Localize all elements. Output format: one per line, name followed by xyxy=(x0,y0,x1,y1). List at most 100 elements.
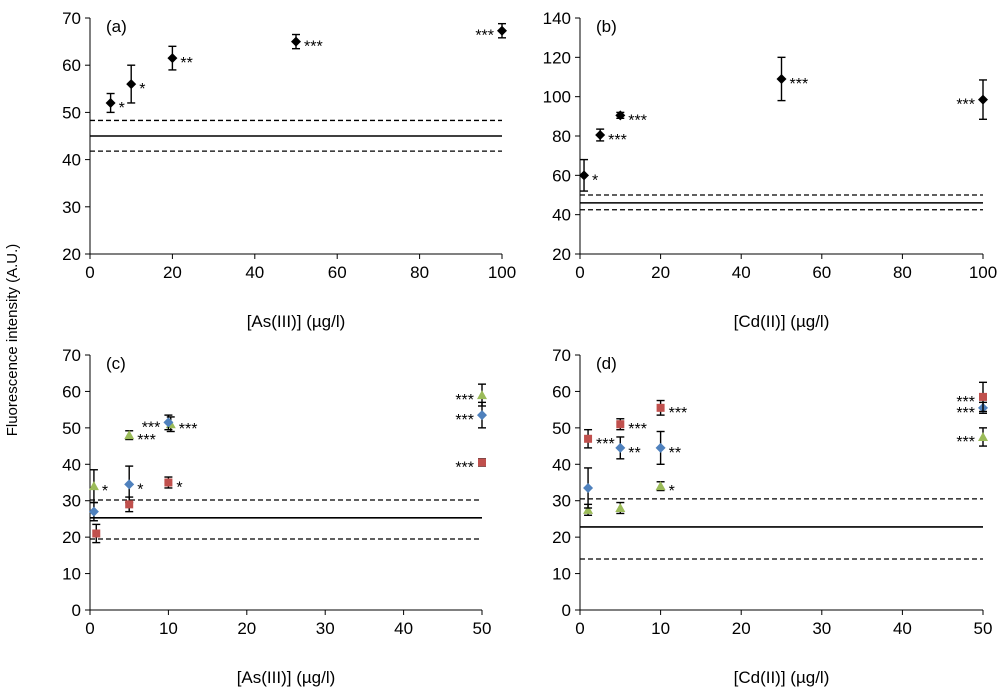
x-tick-label: 0 xyxy=(85,263,94,282)
y-tick-label: 30 xyxy=(552,492,571,511)
y-tick-label: 40 xyxy=(62,151,81,170)
panel-d: 0 10 20 30 40 50 60 70 0 10 20 30 40 50 [Cd(II)] (µg/l… xyxy=(552,346,992,687)
y-tick-label: 70 xyxy=(62,9,81,28)
y-tick-label: 20 xyxy=(552,245,571,264)
x-tick-label: 20 xyxy=(163,263,182,282)
series-blue: ******* xyxy=(88,401,487,522)
significance-label: * xyxy=(102,483,108,500)
x-axis-label: [Cd(II)] (µg/l) xyxy=(734,312,830,331)
y-tick-label: 70 xyxy=(552,346,571,365)
panel-label: (d) xyxy=(596,354,617,373)
series-series-1: ********** xyxy=(105,22,507,117)
y-tick-label: 20 xyxy=(62,245,81,264)
y-tick-label: 40 xyxy=(552,206,571,225)
data-point xyxy=(579,170,590,181)
significance-label: *** xyxy=(455,459,474,476)
significance-label: * xyxy=(592,172,598,189)
x-tick-label: 80 xyxy=(893,263,912,282)
significance-label: *** xyxy=(304,39,323,56)
series-green: ********** xyxy=(88,383,487,504)
data-point xyxy=(92,529,101,538)
significance-label: * xyxy=(137,481,143,498)
y-tick-label: 20 xyxy=(552,528,571,547)
x-tick-label: 40 xyxy=(732,263,751,282)
data-point xyxy=(126,79,137,90)
significance-label: * xyxy=(119,100,125,117)
data-point xyxy=(583,482,594,493)
x-axis-label: [Cd(II)] (µg/l) xyxy=(734,668,830,687)
x-tick-label: 60 xyxy=(328,263,347,282)
y-tick-label: 30 xyxy=(62,198,81,217)
y-tick-label: 60 xyxy=(62,382,81,401)
data-point xyxy=(616,420,625,429)
y-tick-label: 120 xyxy=(543,48,571,67)
data-point xyxy=(478,458,486,467)
data-point xyxy=(88,506,99,517)
x-tick-label: 0 xyxy=(575,619,584,638)
y-tick-label: 10 xyxy=(552,565,571,584)
series-series-1: ************* xyxy=(579,56,988,192)
y-tick-label: 60 xyxy=(552,382,571,401)
panel-label: (a) xyxy=(106,17,127,36)
significance-label: *** xyxy=(142,419,161,436)
data-point xyxy=(655,442,666,453)
significance-label: *** xyxy=(669,405,688,422)
y-tick-label: 0 xyxy=(72,601,81,620)
significance-label: *** xyxy=(628,421,647,438)
data-point xyxy=(615,503,626,512)
data-point xyxy=(88,481,99,491)
y-tick-label: 80 xyxy=(552,127,571,146)
x-tick-label: 50 xyxy=(974,619,993,638)
y-tick-label: 0 xyxy=(562,601,571,620)
series-green: **** xyxy=(583,427,988,516)
data-point xyxy=(167,53,178,64)
series-red: ************ xyxy=(584,381,987,453)
y-tick-label: 50 xyxy=(62,103,81,122)
x-tick-label: 40 xyxy=(893,619,912,638)
significance-label: *** xyxy=(790,76,809,93)
panel-label: (b) xyxy=(596,17,617,36)
data-point xyxy=(595,130,606,141)
significance-label: * xyxy=(176,480,182,497)
x-axis-label: [As(III)] (µg/l) xyxy=(237,668,336,687)
y-tick-label: 60 xyxy=(552,166,571,185)
significance-label: * xyxy=(139,81,145,98)
data-point xyxy=(163,417,174,428)
x-tick-label: 10 xyxy=(651,619,670,638)
x-tick-label: 40 xyxy=(394,619,413,638)
data-point xyxy=(978,94,988,105)
data-point xyxy=(291,36,301,47)
y-tick-label: 140 xyxy=(543,9,571,28)
panel-label: (c) xyxy=(106,354,126,373)
significance-label: * xyxy=(669,483,675,500)
x-tick-label: 10 xyxy=(159,619,178,638)
x-axis-label: [As(III)] (µg/l) xyxy=(247,312,346,331)
data-point xyxy=(124,430,135,440)
data-point xyxy=(656,403,665,412)
significance-label: *** xyxy=(608,132,627,149)
significance-label: *** xyxy=(455,392,474,409)
significance-label: *** xyxy=(475,28,494,45)
y-tick-label: 40 xyxy=(62,455,81,474)
data-point xyxy=(615,442,626,453)
y-tick-label: 50 xyxy=(62,419,81,438)
x-tick-label: 20 xyxy=(237,619,256,638)
x-tick-label: 30 xyxy=(812,619,831,638)
x-tick-label: 20 xyxy=(732,619,751,638)
significance-label: *** xyxy=(956,434,975,451)
data-point xyxy=(979,392,987,401)
significance-label: *** xyxy=(628,112,647,129)
y-tick-label: 50 xyxy=(552,419,571,438)
significance-label: ** xyxy=(628,445,640,462)
x-tick-label: 60 xyxy=(812,263,831,282)
significance-label: *** xyxy=(956,405,975,422)
significance-label: *** xyxy=(596,436,615,453)
data-point xyxy=(776,73,787,84)
y-tick-label: 10 xyxy=(62,565,81,584)
significance-label: *** xyxy=(956,394,975,411)
y-axis-label: Fluorescence intensity (A.U.) xyxy=(4,244,21,437)
data-point xyxy=(164,478,173,487)
